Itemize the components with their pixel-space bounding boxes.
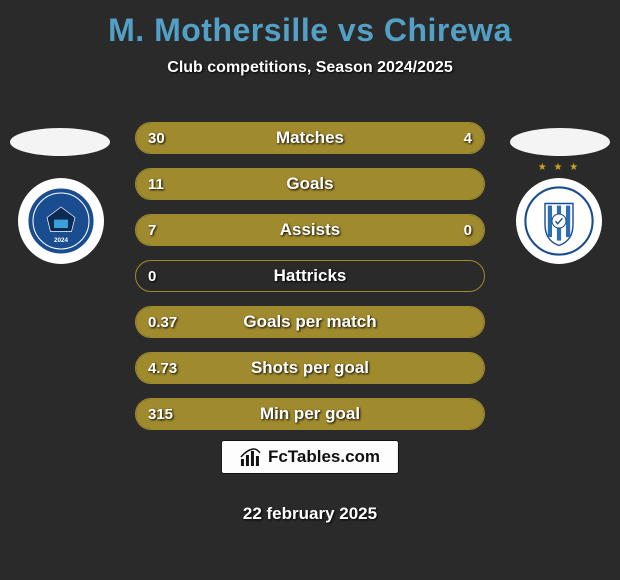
stat-row: Shots per goal4.73 [135,352,485,384]
stat-value-left: 7 [136,215,168,245]
comparison-date: 22 february 2025 [0,504,620,524]
stat-label: Matches [136,123,484,153]
stat-value-left: 0 [136,261,168,291]
stat-label: Assists [136,215,484,245]
comparison-subtitle: Club competitions, Season 2024/2025 [0,59,620,77]
brand-text: FcTables.com [268,447,380,467]
stat-row: Hattricks0 [135,260,485,292]
stat-row: Matches30 4 [135,122,485,154]
svg-text:2024: 2024 [54,237,69,244]
right-team-logo [516,178,602,264]
stat-row: Goals per match0.37 [135,306,485,338]
huddersfield-crest-icon [524,186,594,256]
peterborough-crest-icon: 2024 [26,186,96,256]
stat-value-right: 0 [452,215,484,245]
left-ellipse [10,128,110,156]
left-team-logo: 2024 [18,178,104,264]
stat-label: Min per goal [136,399,484,429]
stat-label: Goals [136,169,484,199]
stat-value-right: 4 [452,123,484,153]
right-ellipse [510,128,610,156]
brand-badge: FcTables.com [221,440,399,474]
stat-row: Min per goal315 [135,398,485,430]
stat-label: Hattricks [136,261,484,291]
comparison-title: M. Mothersille vs Chirewa [0,0,620,49]
brand-chart-icon [240,447,262,467]
stat-row: Assists7 0 [135,214,485,246]
stat-bars: Matches304Goals11Assists70Hattricks0Goal… [135,122,485,444]
stat-value-left: 315 [136,399,185,429]
stat-value-left: 0.37 [136,307,189,337]
stat-value-left: 4.73 [136,353,189,383]
stat-value-left: 30 [136,123,177,153]
stat-row: Goals11 [135,168,485,200]
stat-value-left: 11 [136,169,176,199]
